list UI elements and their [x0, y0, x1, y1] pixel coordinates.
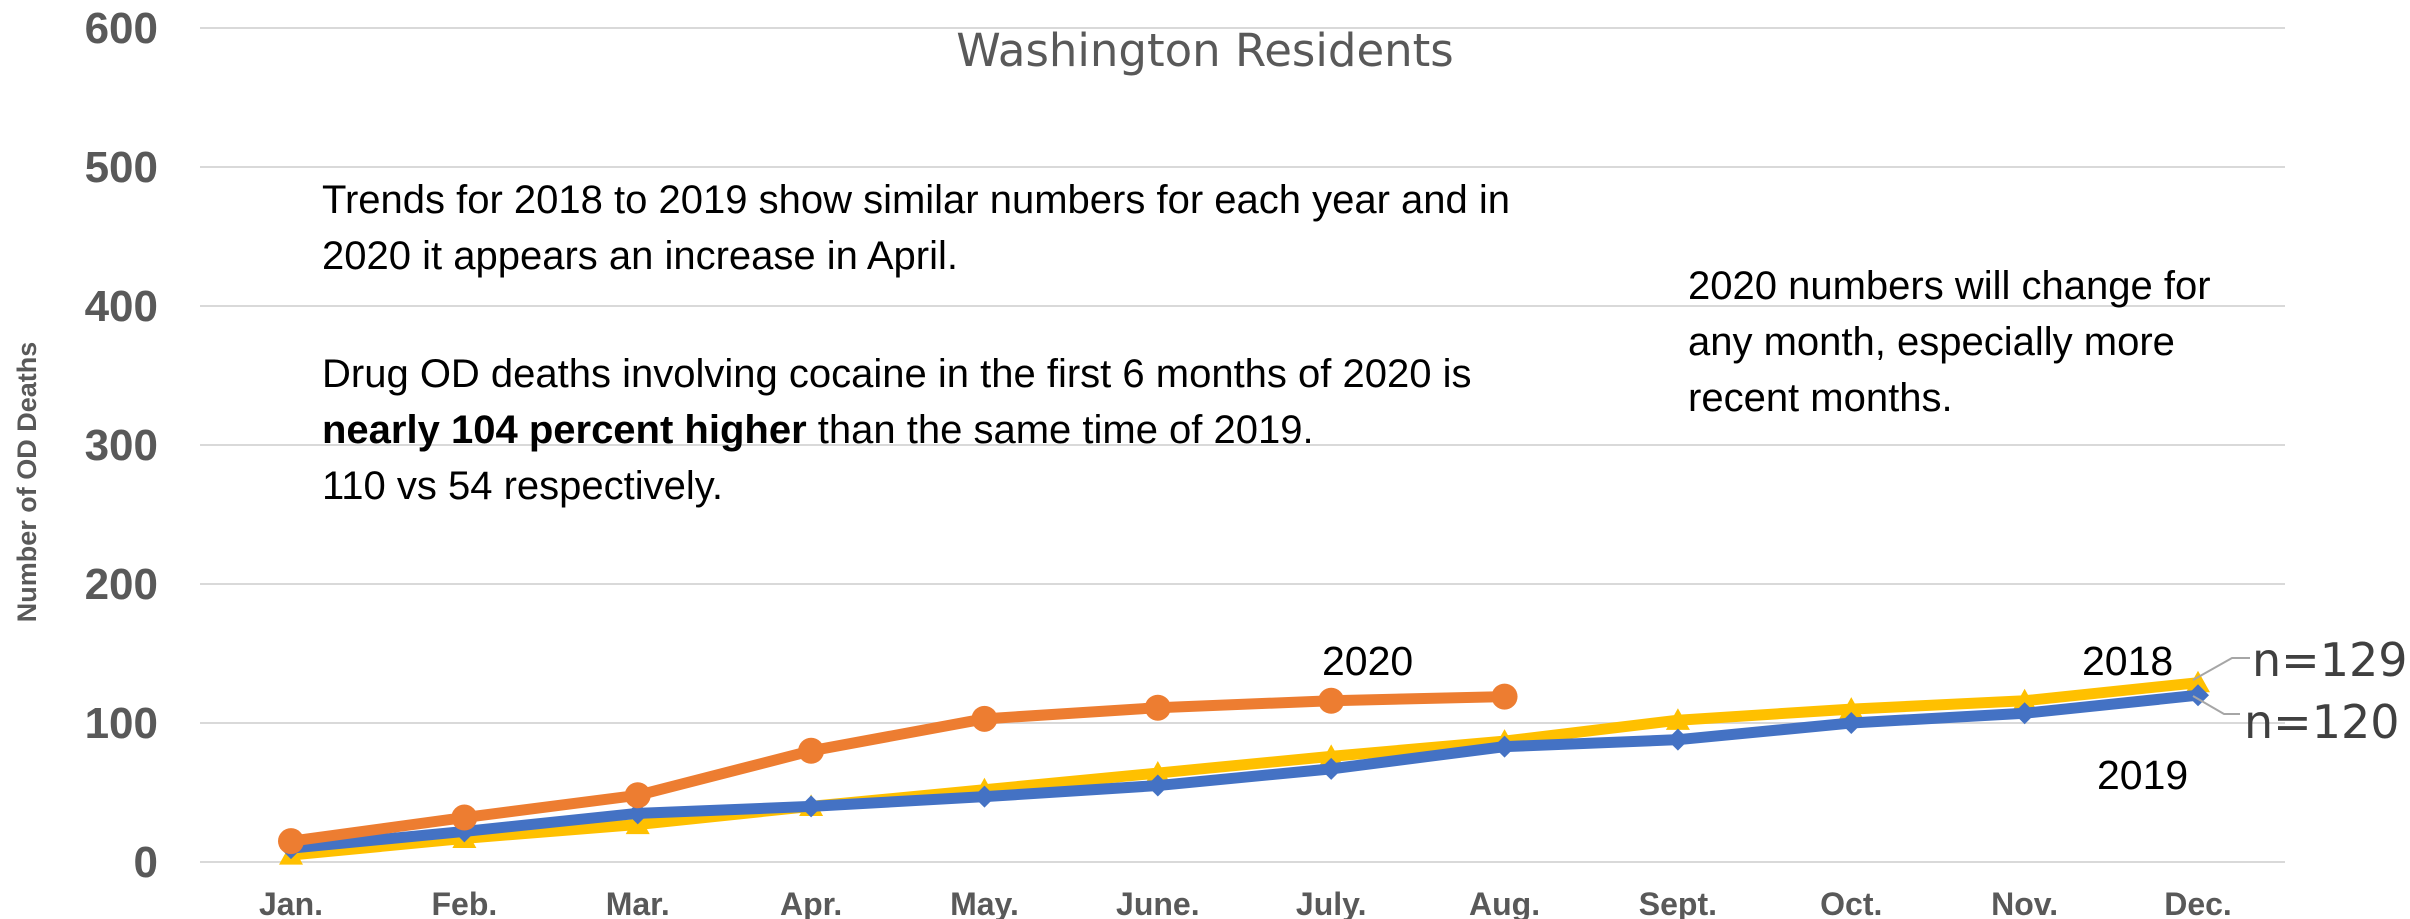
x-tick-label: July. — [1296, 886, 1367, 919]
data-change-note-line: any month, especially more — [1688, 320, 2175, 364]
data-point-2020 — [971, 705, 998, 732]
x-tick-label: Feb. — [431, 886, 497, 919]
data-point-2019 — [1493, 735, 1516, 758]
x-tick-label: Aug. — [1469, 886, 1540, 919]
y-tick-label: 500 — [85, 143, 158, 192]
data-point-2019 — [973, 785, 996, 808]
series-line-2019 — [285, 689, 2204, 854]
cocaine-note: Drug OD deaths involving cocaine in the … — [322, 346, 1472, 514]
data-point-2018 — [1665, 708, 1690, 730]
x-tick-label: Sept. — [1639, 886, 1717, 919]
data-point-2019 — [1320, 757, 1343, 780]
x-tick-label: Mar. — [606, 886, 670, 919]
x-tick-label: Oct. — [1820, 886, 1882, 919]
data-point-2020 — [1491, 683, 1518, 710]
gridlines — [200, 27, 2285, 863]
series-label-2019: 2019 — [2097, 752, 2188, 798]
x-tick-label: Dec. — [2164, 886, 2232, 919]
data-change-note: 2020 numbers will change for any month, … — [1688, 258, 2211, 426]
trend-note-line: Trends for 2018 to 2019 show similar num… — [322, 178, 1511, 222]
cocaine-note-line: 110 vs 54 respectively. — [322, 464, 723, 508]
end-label-n129: n=129 — [2252, 633, 2408, 687]
data-point-2020 — [1144, 694, 1171, 721]
data-point-2019 — [1840, 712, 1863, 734]
data-point-2019 — [626, 802, 649, 825]
cocaine-note-bold: nearly 104 percent higher — [322, 408, 807, 452]
trend-note: Trends for 2018 to 2019 show similar num… — [322, 172, 1510, 284]
x-tick-label: May. — [950, 886, 1019, 919]
x-tick-label: Apr. — [780, 886, 842, 919]
data-point-2019 — [1666, 728, 1689, 751]
x-tick-label: Jan. — [259, 886, 323, 919]
y-tick-label: 200 — [85, 560, 158, 609]
y-tick-label: 600 — [85, 4, 158, 53]
y-axis-ticks: 0 100 200 300 400 500 600 — [85, 4, 158, 887]
data-point-2019 — [800, 795, 823, 818]
data-change-note-line: recent months. — [1688, 376, 1953, 420]
callout-leader-120 — [2192, 695, 2240, 715]
series-label-2018: 2018 — [2082, 638, 2173, 684]
data-point-2020 — [1318, 687, 1345, 714]
x-tick-label: Nov. — [1991, 886, 2058, 919]
data-point-2020 — [624, 782, 651, 809]
cocaine-note-line: Drug OD deaths involving cocaine in the … — [322, 352, 1472, 396]
y-tick-label: 0 — [134, 838, 158, 887]
y-axis-label: Number of OD Deaths — [12, 342, 42, 623]
end-label-n120: n=120 — [2244, 695, 2400, 749]
data-point-2019 — [1146, 774, 1169, 797]
chart-title: Washington Residents — [956, 24, 1453, 77]
series-line-2020 — [285, 691, 1511, 847]
data-point-2019 — [2187, 684, 2209, 707]
series-label-2020: 2020 — [1322, 638, 1413, 684]
y-tick-label: 300 — [85, 421, 158, 470]
series-2020 — [278, 683, 1518, 855]
cocaine-note-rest: than the same time of 2019. — [806, 408, 1314, 452]
data-point-2020 — [798, 737, 825, 764]
callout-leader-129 — [2192, 657, 2250, 681]
trend-note-line: 2020 it appears an increase in April. — [322, 234, 958, 278]
data-point-2018 — [1145, 761, 1170, 783]
data-change-note-line: 2020 numbers will change for — [1688, 264, 2211, 308]
data-point-2018 — [2012, 688, 2037, 711]
data-point-2020 — [278, 828, 304, 855]
x-tick-label: June. — [1116, 886, 1200, 919]
data-point-2018 — [2186, 670, 2210, 693]
data-point-2020 — [451, 804, 478, 831]
data-point-2019 — [2013, 702, 2036, 725]
y-tick-label: 100 — [85, 699, 158, 748]
series-layer — [278, 670, 2210, 865]
x-axis-ticks: Jan. Feb. Mar. Apr. May. June. July. Aug. Sept. O… — [259, 886, 2232, 919]
y-tick-label: 400 — [85, 282, 158, 331]
series-line-2018 — [285, 677, 2204, 861]
data-point-2018 — [1319, 744, 1344, 766]
data-point-2018 — [1839, 697, 1864, 719]
cocaine-note-line: nearly 104 percent higher than the same … — [322, 402, 1472, 458]
